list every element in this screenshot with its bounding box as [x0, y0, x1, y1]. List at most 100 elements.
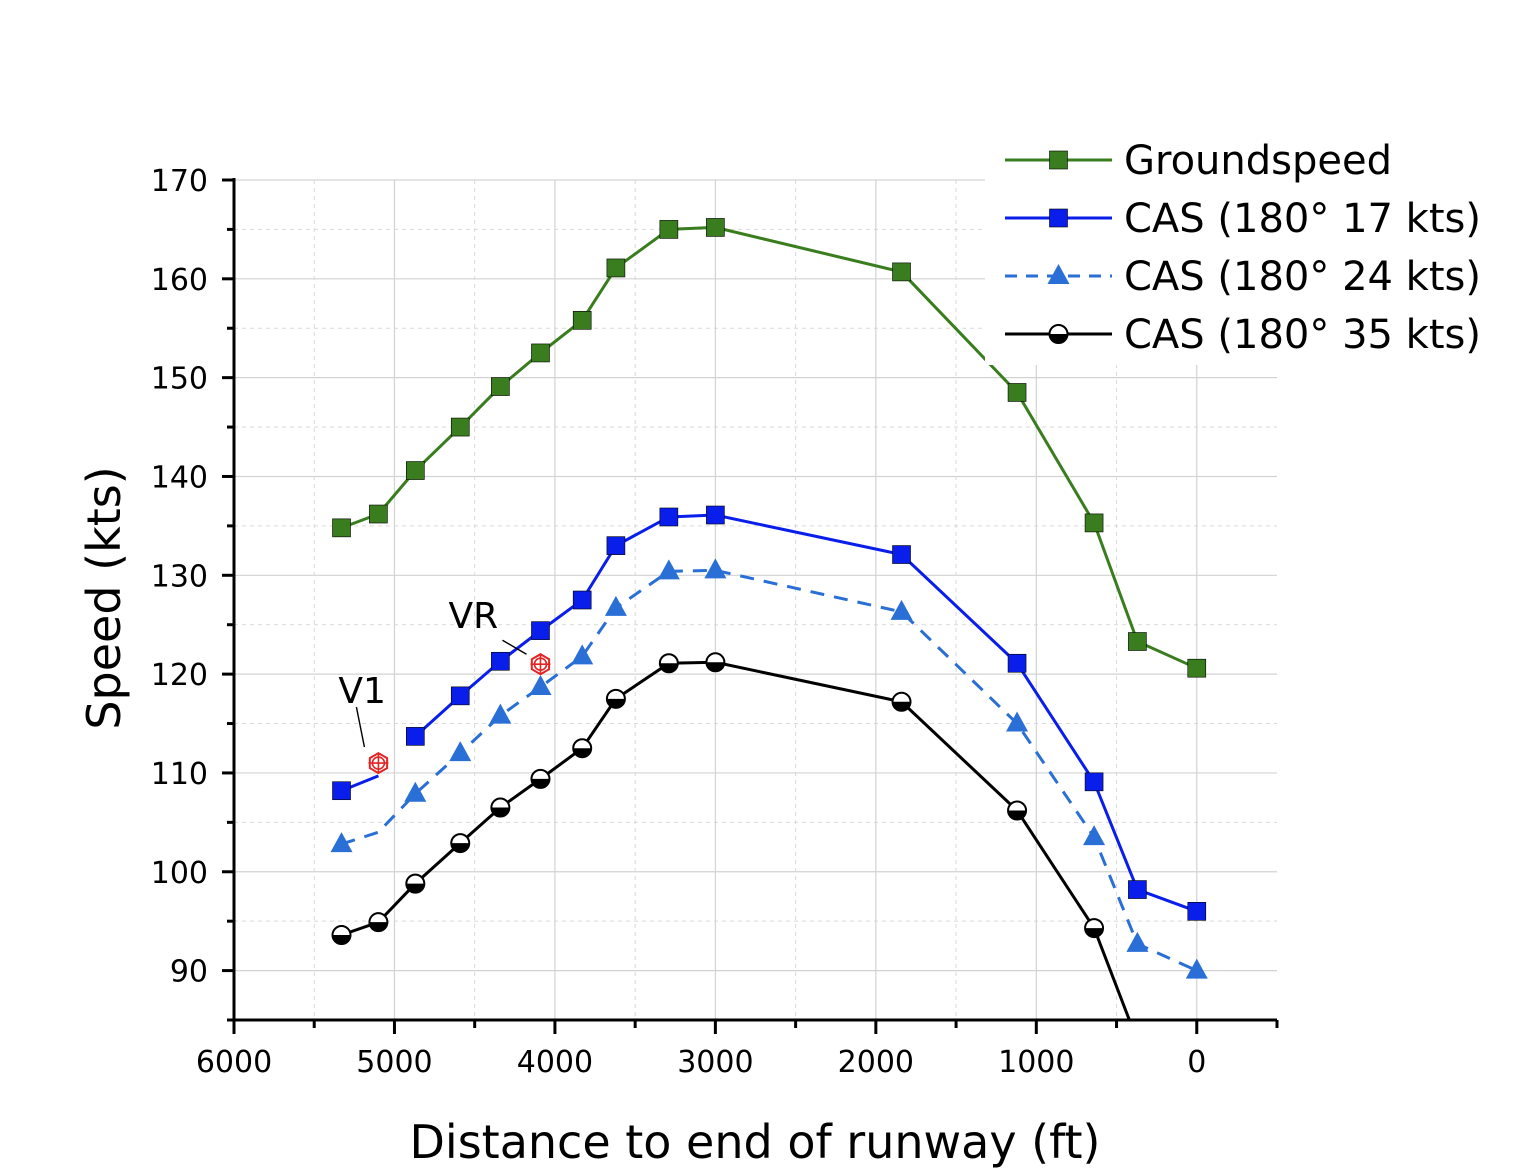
legend-marker [1048, 324, 1069, 344]
data-point [1007, 383, 1027, 402]
data-point [606, 536, 626, 555]
y-tick-label: 110 [151, 757, 208, 792]
x-tick-label: 0 [1187, 1045, 1206, 1080]
data-point [572, 311, 592, 330]
legend-entry-3: CAS (180° 35 kts) [1005, 312, 1481, 358]
annotation-leader [355, 706, 366, 748]
data-point [368, 912, 389, 933]
data-point-fill [332, 935, 351, 945]
x-tick-label: 3000 [677, 1045, 753, 1080]
data-point-fill [606, 698, 625, 708]
data-point [1084, 772, 1104, 792]
legend-label: CAS (180° 17 kts) [1124, 196, 1481, 242]
data-point [604, 595, 627, 616]
legend-marker [1047, 264, 1070, 284]
legend-background [985, 125, 1485, 365]
data-point [659, 220, 679, 239]
legend-entry-0: Groundspeed [1005, 138, 1392, 184]
data-point-fill [892, 701, 911, 711]
data-point [605, 688, 626, 709]
data-point [1187, 901, 1207, 921]
data-point [1006, 711, 1029, 732]
y-tick-label: 130 [151, 559, 208, 594]
x-tick-label: 1000 [998, 1045, 1074, 1080]
axes-layer: 90 100 110 120 130 140 150 160 170 6000 5000 4000 30… [151, 164, 1279, 1080]
data-point [890, 599, 913, 620]
legend-label: CAS (180° 24 kts) [1124, 254, 1481, 300]
data-point [1128, 632, 1147, 651]
y-tick-label: 170 [151, 164, 208, 199]
data-point-fill [706, 662, 725, 672]
data-point-fill [659, 663, 678, 673]
annotation-vr: VR [448, 596, 551, 676]
data-point [450, 833, 471, 854]
x-tick-label: 5000 [356, 1045, 432, 1080]
data-point [332, 518, 351, 538]
x-tick-label: 2000 [838, 1045, 914, 1080]
data-point [450, 686, 470, 706]
data-point [531, 621, 550, 640]
series-layer [330, 218, 1208, 1020]
data-point [450, 417, 470, 437]
data-point [330, 832, 353, 853]
data-point [1187, 658, 1207, 678]
y-tick-label: 140 [151, 460, 208, 495]
annotation-leader [502, 639, 527, 655]
data-point-fill [406, 883, 425, 893]
data-point [331, 925, 352, 946]
data-point-fill [573, 748, 592, 758]
data-point [489, 703, 512, 724]
data-point [572, 590, 592, 610]
y-tick-label: 160 [151, 263, 208, 298]
legend-entry-2: CAS (180° 24 kts) [1005, 254, 1481, 300]
legend-label: CAS (180° 35 kts) [1124, 312, 1481, 358]
data-point [332, 781, 351, 801]
data-point [706, 505, 725, 525]
data-point [1007, 800, 1028, 821]
y-tick-label: 120 [151, 658, 208, 693]
data-point [491, 651, 510, 671]
data-point [369, 504, 388, 524]
y-tick-label: 90 [170, 955, 208, 990]
legend-marker [1049, 150, 1068, 170]
data-point [491, 377, 510, 396]
series-2 [330, 558, 1208, 979]
data-point [1084, 918, 1105, 939]
data-point [406, 727, 425, 746]
data-point [404, 781, 427, 802]
data-point [572, 738, 593, 759]
data-point [1084, 513, 1104, 533]
x-tick-label: 4000 [517, 1045, 593, 1080]
data-point [530, 768, 551, 789]
data-point [490, 797, 511, 818]
data-point [891, 691, 912, 712]
series-line [340, 513, 1198, 913]
data-point [706, 218, 725, 237]
annotation-v1: V1 [338, 671, 389, 775]
data-point [892, 262, 911, 282]
data-point [531, 343, 550, 363]
y-axis-title: Speed (kts) [77, 466, 131, 729]
data-point [571, 644, 594, 665]
data-point-fill [1085, 928, 1104, 938]
data-point [704, 558, 727, 579]
data-point [406, 461, 425, 480]
data-point [705, 652, 726, 673]
series-line [341, 660, 1131, 1020]
data-point [659, 507, 679, 527]
x-tick-label: 6000 [196, 1045, 272, 1080]
data-point [658, 653, 679, 674]
series-3 [331, 652, 1131, 1020]
series-0 [332, 218, 1207, 678]
data-point [405, 873, 426, 894]
annotation-marker [368, 751, 389, 775]
data-point [1007, 653, 1027, 673]
series-1 [332, 505, 1207, 921]
data-point-fill [1008, 810, 1027, 820]
data-point [529, 674, 552, 695]
data-point [449, 741, 472, 762]
data-point [1185, 958, 1208, 979]
y-tick-label: 150 [151, 362, 208, 397]
annotation-label: V1 [338, 671, 386, 712]
